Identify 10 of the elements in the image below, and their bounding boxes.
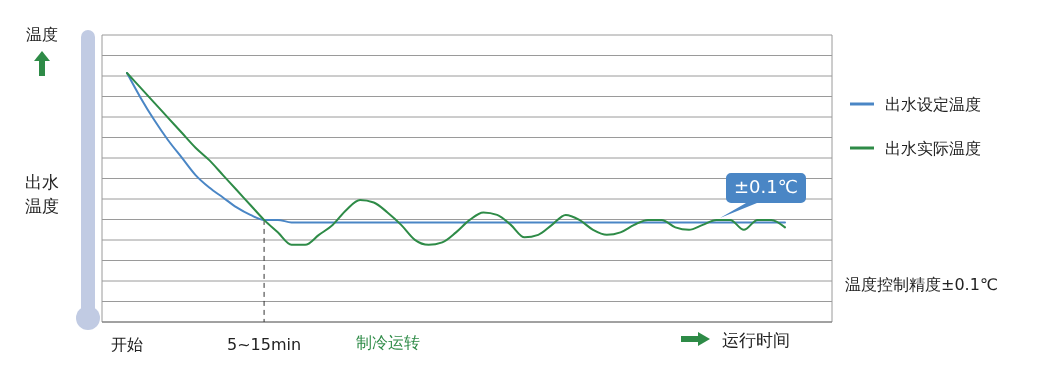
x-tick-label: 开始 [111, 335, 143, 354]
x-axis-title: 运行时间 [722, 330, 790, 350]
x-tick-label: 5~15min [227, 335, 302, 354]
text: 温度 [26, 25, 58, 44]
y-axis-title: 出水温度 [25, 172, 59, 216]
text: 温度控制精度±0.1℃ [845, 275, 998, 294]
legend-label: 出水实际温度 [885, 139, 981, 158]
annotation: ±0.1℃ [734, 176, 798, 197]
text: 制冷运转 [356, 333, 420, 352]
legend-label: 出水设定温度 [885, 95, 981, 114]
